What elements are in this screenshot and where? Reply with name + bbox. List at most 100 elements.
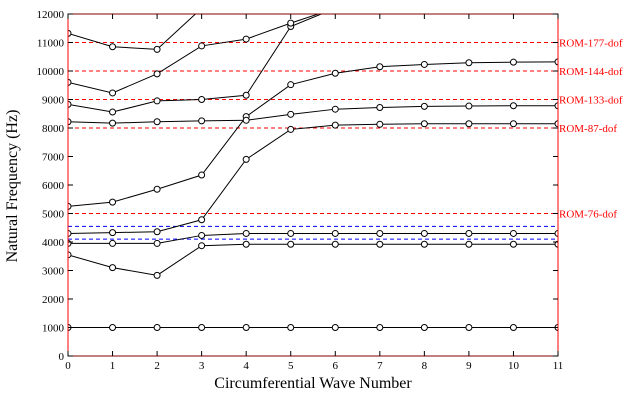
data-point-2-7 (376, 229, 384, 237)
reference-label-4: ROM-76-dof (559, 209, 617, 221)
data-point-1-8 (420, 240, 428, 248)
y-tick-label: 3000 (42, 266, 65, 278)
data-point-3-3 (198, 216, 206, 224)
data-point-1-2 (153, 271, 161, 279)
data-point-4-11 (554, 58, 558, 66)
x-tick-label: 7 (377, 360, 383, 372)
y-tick-label: 12000 (37, 9, 65, 21)
y-tick-label: 9000 (42, 95, 65, 107)
data-point-7-4 (242, 35, 250, 43)
data-point-2-2 (153, 239, 161, 247)
data-point-3-6 (331, 121, 339, 129)
y-tick-label: 8000 (42, 123, 65, 135)
y-tick-label: 5000 (42, 209, 65, 221)
data-point-0-2 (153, 324, 161, 331)
data-point-5-9 (465, 102, 473, 110)
data-point-3-2 (153, 228, 161, 236)
data-point-5-6 (331, 105, 339, 113)
x-tick-label: 2 (154, 360, 160, 372)
data-point-0-6 (331, 324, 339, 331)
data-point-0-10 (509, 324, 517, 331)
data-point-1-7 (376, 240, 384, 248)
data-point-7-0 (68, 78, 72, 86)
data-point-6-0 (68, 100, 72, 108)
data-point-4-10 (509, 58, 517, 66)
x-tick-label: 9 (466, 360, 472, 372)
data-point-0-5 (287, 324, 295, 331)
data-point-1-3 (198, 242, 206, 250)
y-tick-label: 0 (59, 351, 65, 363)
data-point-1-1 (109, 264, 117, 272)
series-line-1 (68, 243, 558, 276)
y-axis-title: Natural Frequency (Hz) (4, 110, 21, 263)
data-point-6-1 (109, 108, 117, 116)
data-point-8-2 (153, 45, 161, 53)
data-point-4-5 (287, 81, 295, 89)
data-point-5-3 (198, 117, 206, 125)
data-point-5-7 (376, 103, 384, 111)
x-tick-label: 8 (422, 360, 428, 372)
reference-label-0: ROM-177-dof (559, 38, 623, 50)
series-line-3 (68, 123, 558, 234)
data-point-0-8 (420, 324, 428, 331)
data-point-2-5 (287, 229, 295, 237)
data-point-8-1 (109, 43, 117, 51)
reference-lines: ROM-177-dof ROM-144-dof ROM-133-dof ROM-87-… (68, 38, 623, 240)
data-point-4-9 (465, 59, 473, 67)
data-point-2-9 (465, 229, 473, 237)
data-point-4-3 (198, 171, 206, 179)
data-point-4-6 (331, 69, 339, 77)
data-point-2-8 (420, 229, 428, 237)
y-tick-label: 4000 (42, 237, 65, 249)
x-tick-label: 1 (110, 360, 116, 372)
series-layer (68, 14, 558, 331)
x-axis-title: Circumferential Wave Number (214, 375, 412, 392)
data-point-2-1 (109, 239, 117, 247)
y-tick-label: 2000 (42, 294, 65, 306)
data-point-0-3 (198, 324, 206, 331)
data-point-0-4 (242, 324, 250, 331)
series-line-5 (68, 105, 558, 124)
data-point-6-3 (198, 96, 206, 103)
x-tick-label: 11 (553, 360, 564, 372)
data-point-4-0 (68, 202, 72, 210)
data-point-2-4 (242, 229, 250, 237)
x-tick-label: 4 (243, 360, 249, 372)
data-point-6-4 (242, 91, 250, 99)
data-point-1-11 (554, 240, 558, 248)
data-point-3-11 (554, 120, 558, 128)
data-point-3-1 (109, 229, 117, 237)
plot-frame-rect (67, 13, 559, 357)
data-point-6-2 (153, 97, 161, 105)
data-point-7-1 (109, 89, 117, 97)
x-tick-label: 3 (199, 360, 205, 372)
reference-label-1: ROM-144-dof (559, 66, 623, 78)
data-point-5-1 (109, 119, 117, 127)
data-point-0-1 (109, 324, 117, 331)
series-line-2 (68, 232, 558, 244)
data-point-5-4 (242, 116, 250, 124)
data-point-2-6 (331, 229, 339, 237)
y-tick-label: 1000 (42, 323, 65, 335)
data-point-1-10 (509, 240, 517, 248)
data-point-7-3 (198, 42, 206, 50)
data-point-5-2 (153, 118, 161, 126)
x-tick-label: 5 (288, 360, 294, 372)
reference-label-3: ROM-87-dof (559, 123, 617, 135)
data-point-4-2 (153, 185, 161, 193)
reference-label-2: ROM-133-dof (559, 95, 623, 107)
y-tick-label: 6000 (42, 180, 65, 192)
x-tick-label: 10 (508, 360, 520, 372)
data-point-1-4 (242, 240, 250, 248)
data-point-2-3 (198, 231, 206, 239)
data-point-4-8 (420, 60, 428, 68)
data-point-0-9 (465, 324, 473, 331)
data-point-5-5 (287, 110, 295, 118)
series-line-7 (68, 14, 320, 94)
data-point-3-9 (465, 120, 473, 128)
y-tick-label: 7000 (42, 152, 65, 164)
data-point-5-0 (68, 118, 72, 126)
data-point-7-5 (287, 19, 295, 27)
data-point-3-8 (420, 120, 428, 128)
